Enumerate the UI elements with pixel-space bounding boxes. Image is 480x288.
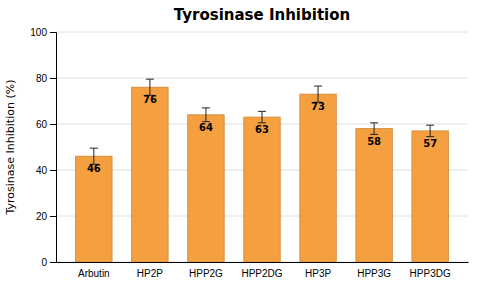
error-bar [314,86,322,102]
bar [132,87,168,262]
bar [300,94,336,262]
y-axis-line [50,33,57,263]
y-tick: 20 [36,211,56,222]
chart-svg: 0 20 40 60 80 100 Arbutin HP2P HPP2G HPP2DG HP3P HP… [0,0,480,288]
x-tick-label: HPP3G [357,268,391,279]
error-bar [146,79,154,95]
x-tick-label: HPP3DG [410,268,451,279]
y-tick-label: 80 [36,73,48,84]
x-tick: HP3P [305,262,331,279]
title: Tyrosinase Inhibition [174,6,350,24]
y-tick-mark [50,216,56,217]
y-tick-label: 20 [36,211,48,222]
data-labels: 46 76 64 63 73 58 57 [87,94,437,174]
y-tick-mark [50,262,56,263]
grid-line [56,32,468,33]
y-axis: 0 20 40 60 80 100 [30,27,56,268]
bar [244,117,280,262]
x-tick: Arbutin [78,262,110,279]
plot-area: 0 20 40 60 80 100 Arbutin HP2P HPP2G HPP2DG HP3P HP… [30,27,468,279]
x-tick-label: HPP2DG [241,268,282,279]
x-axis-line [57,262,469,263]
y-tick: 100 [30,27,56,38]
error-bar [258,111,266,123]
x-tick-label: Arbutin [78,268,110,279]
data-label: 58 [367,136,381,147]
x-tick: HPP2G [189,262,223,279]
y-tick-mark [50,78,56,79]
data-label: 57 [423,138,437,149]
bar [188,115,224,262]
x-tick: HP2P [137,262,163,279]
bar [356,129,392,262]
error-bar [202,108,210,122]
data-label: 46 [87,163,101,174]
x-tick: HPP3DG [410,262,451,279]
y-tick-label: 0 [41,257,47,268]
bar [76,156,112,262]
data-label: 76 [143,94,157,105]
y-tick: 0 [41,257,56,268]
y-tick-label: 60 [36,119,48,130]
y-tick-label: 100 [30,27,47,38]
x-tick-label: HP2P [137,268,163,279]
error-bar [370,123,378,135]
marks [76,79,449,262]
y-axis-title: Tyrosinase Inhibition (%) [4,80,17,216]
data-label: 63 [255,124,269,135]
y-tick-mark [50,124,56,125]
y-tick: 40 [36,165,56,176]
y-tick-label: 40 [36,165,48,176]
bar [412,131,448,262]
x-tick-label: HP3P [305,268,331,279]
y-tick-mark [50,32,56,33]
error-bar [90,148,98,164]
x-tick: HPP3G [357,262,391,279]
grid [56,32,468,262]
y-tick-mark [50,170,56,171]
y-tick: 60 [36,119,56,130]
data-label: 73 [311,101,325,112]
x-tick-label: HPP2G [189,268,223,279]
grid-line [56,78,468,79]
x-tick: HPP2DG [241,262,282,279]
y-tick: 80 [36,73,56,84]
x-axis: Arbutin HP2P HPP2G HPP2DG HP3P HPP3G HPP3DG [57,262,469,279]
error-bar [426,125,434,136]
data-label: 64 [199,122,213,133]
